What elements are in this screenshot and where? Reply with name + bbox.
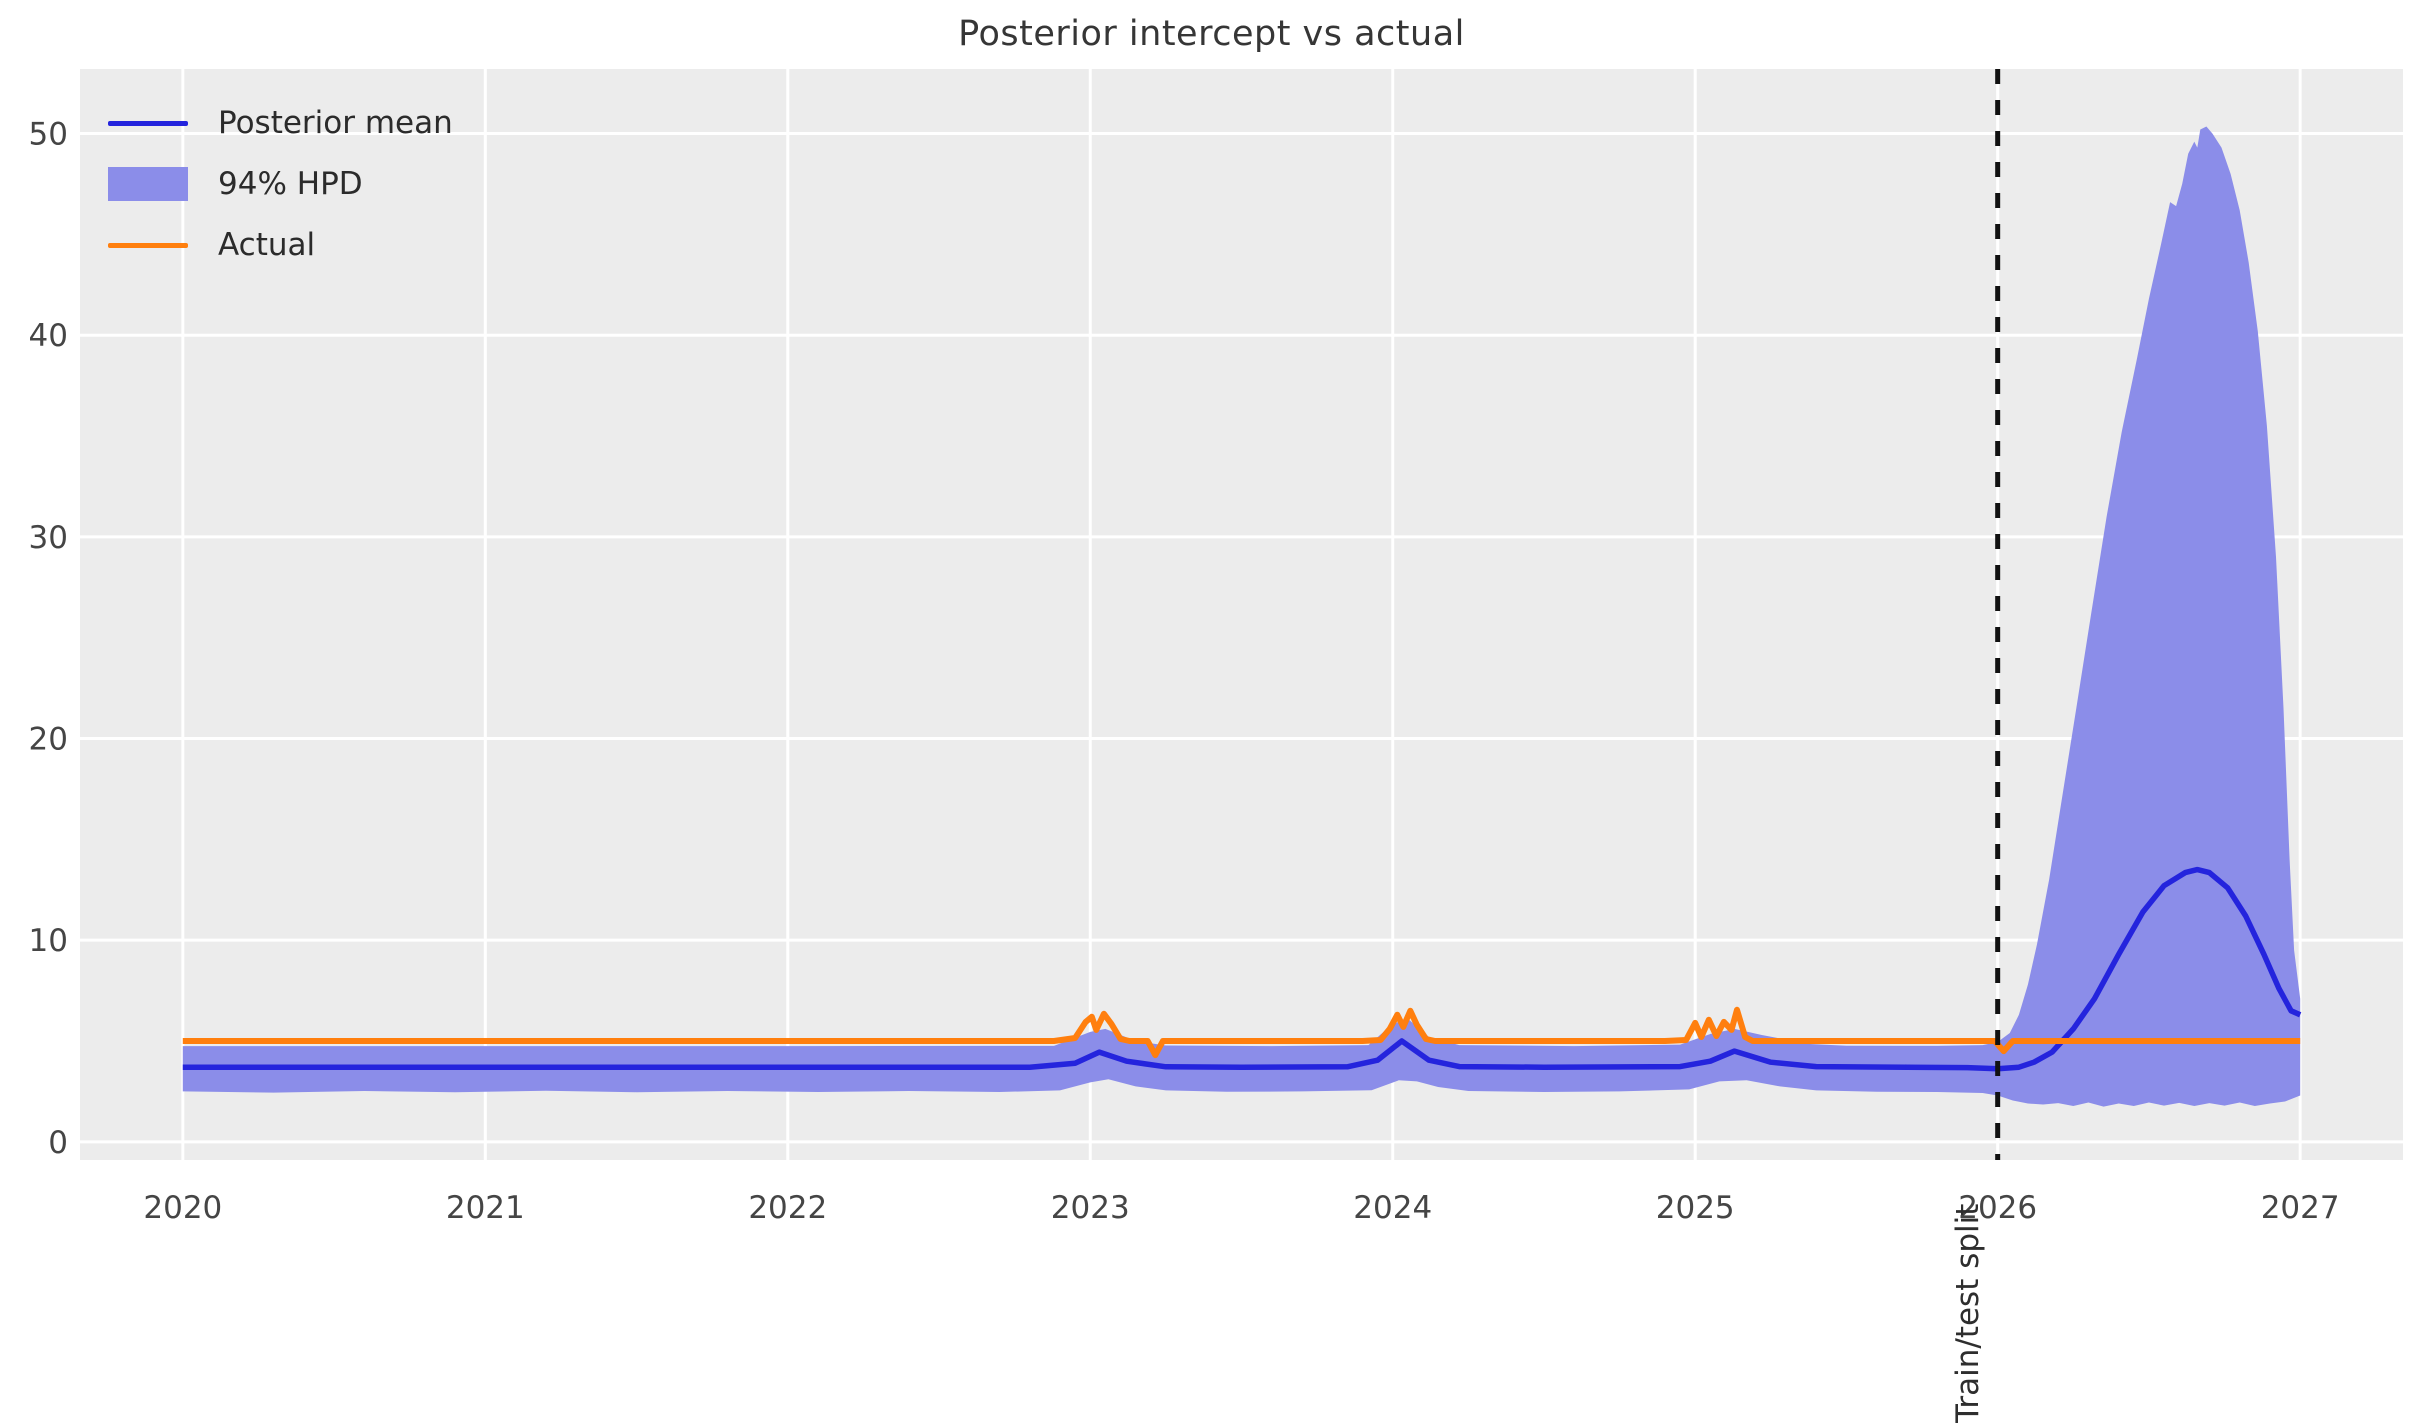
y-tick-label: 30	[29, 520, 68, 556]
x-tick-label: 2021	[446, 1190, 525, 1226]
legend-item-posterior-mean: Posterior mean	[108, 102, 453, 144]
y-tick-label: 10	[29, 923, 68, 959]
x-tick-label: 2022	[748, 1190, 827, 1226]
axes-background	[80, 69, 2403, 1160]
chart-title: Posterior intercept vs actual	[958, 14, 1465, 54]
actual-line-swatch	[108, 242, 188, 248]
legend-label: Posterior mean	[218, 105, 453, 141]
legend-label: Actual	[218, 227, 316, 263]
y-tick-label: 0	[48, 1125, 68, 1161]
y-tick-label: 40	[29, 318, 68, 354]
y-tick-label: 50	[29, 117, 68, 153]
legend: Posterior mean 94% HPD Actual	[108, 102, 453, 266]
posterior-mean-line-swatch	[108, 120, 188, 126]
actual-line	[182, 1006, 2301, 1059]
y-tick-label: 20	[29, 722, 68, 758]
x-tick-label: 2023	[1051, 1190, 1130, 1226]
legend-label: 94% HPD	[218, 166, 363, 202]
hpd-band-patch-swatch	[108, 167, 188, 201]
x-tick-label: 2027	[2261, 1190, 2340, 1226]
x-tick-label: 2024	[1353, 1190, 1432, 1226]
x-tick-label: 2020	[143, 1190, 222, 1226]
legend-item-hpd-band: 94% HPD	[108, 163, 453, 205]
posterior-mean-line	[182, 866, 2302, 1072]
x-tick-label: 2025	[1656, 1190, 1735, 1226]
train-test-split-label: Train/test split	[1950, 1203, 1986, 1423]
legend-item-actual: Actual	[108, 224, 453, 266]
x-tick-label: 2026	[1958, 1190, 2037, 1226]
